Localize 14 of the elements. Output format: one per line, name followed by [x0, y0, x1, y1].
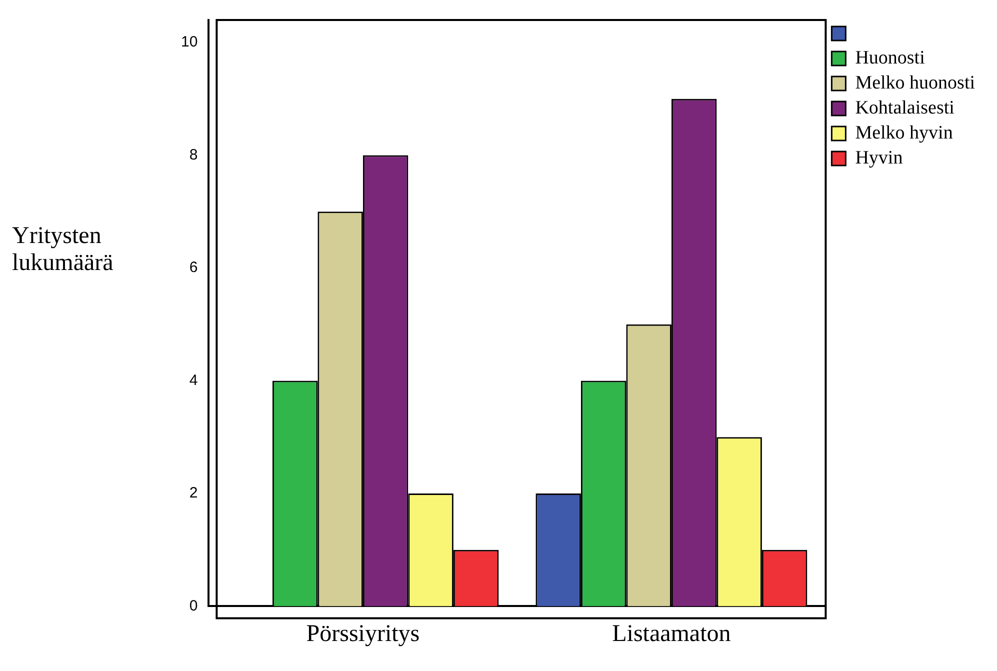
legend-label: Melko hyvin	[855, 122, 954, 144]
y-tick-label: 6	[189, 259, 198, 276]
legend-label: Melko huonosti	[855, 72, 976, 94]
y-tick-label: 0	[189, 597, 198, 614]
y-tick-label: 4	[189, 372, 198, 389]
legend-label: Kohtalaisesti	[855, 97, 954, 118]
x-tick-label: Listaamaton	[612, 620, 731, 647]
y-tick-label: 2	[189, 484, 198, 502]
legend-label: Hyvin	[855, 147, 904, 168]
y-tick-label: 10	[180, 34, 198, 51]
x-tick-label: Pörssiyritys	[306, 620, 420, 647]
legend-label: Huonosti	[855, 47, 925, 68]
y-tick-label: 8	[189, 146, 198, 164]
y-axis-title: Yritysten lukumäärä	[12, 223, 114, 277]
